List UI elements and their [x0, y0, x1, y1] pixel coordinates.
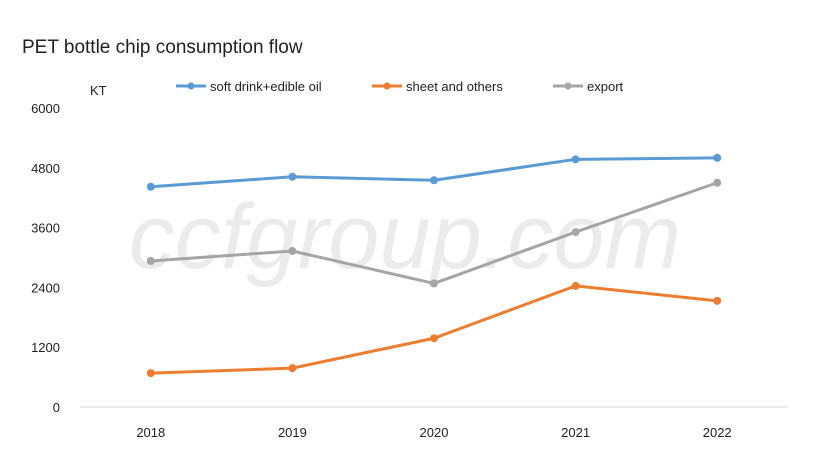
legend-label: soft drink+edible oil [210, 79, 322, 94]
data-point [288, 172, 297, 181]
series-layer [146, 153, 722, 378]
y-tick-label: 6000 [31, 101, 60, 116]
x-tick-label: 2022 [703, 425, 732, 440]
data-point [288, 247, 297, 256]
legend-dot-marker [383, 82, 391, 90]
data-point [430, 334, 438, 343]
x-tick-label: 2021 [561, 425, 590, 440]
x-tick-label: 2019 [278, 425, 307, 440]
data-point [571, 228, 580, 237]
legend-label: export [587, 79, 624, 94]
y-tick-label: 3600 [31, 221, 60, 236]
data-point [571, 281, 580, 290]
x-axis: 2018 2019 2020 2021 2022 [136, 425, 731, 440]
x-tick-label: 2020 [420, 425, 449, 440]
data-point [146, 256, 155, 265]
y-tick-label: 0 [53, 400, 60, 415]
x-tick-label: 2018 [136, 425, 165, 440]
data-point [571, 155, 580, 164]
data-point [713, 153, 722, 162]
data-point [146, 182, 155, 191]
data-point [713, 178, 722, 187]
y-tick-label: 1200 [31, 340, 60, 355]
data-point [430, 176, 438, 185]
y-axis: 0 1200 2400 3600 4800 6000 [31, 101, 60, 415]
legend-dot-marker [187, 82, 195, 90]
watermark: ccfgroup.com [129, 186, 681, 288]
y-tick-label: 4800 [31, 161, 60, 176]
legend-dot-marker [564, 82, 572, 90]
data-point [288, 364, 297, 373]
data-point [430, 279, 438, 288]
y-tick-label: 2400 [31, 280, 60, 295]
legend: soft drink+edible oil sheet and others exp… [176, 79, 624, 94]
chart-title: PET bottle chip consumption flow [22, 37, 303, 58]
y-axis-unit-label: KT [90, 83, 107, 98]
legend-label: sheet and others [406, 79, 503, 94]
series-line [149, 284, 719, 375]
data-point [713, 296, 722, 305]
data-point [146, 369, 155, 378]
